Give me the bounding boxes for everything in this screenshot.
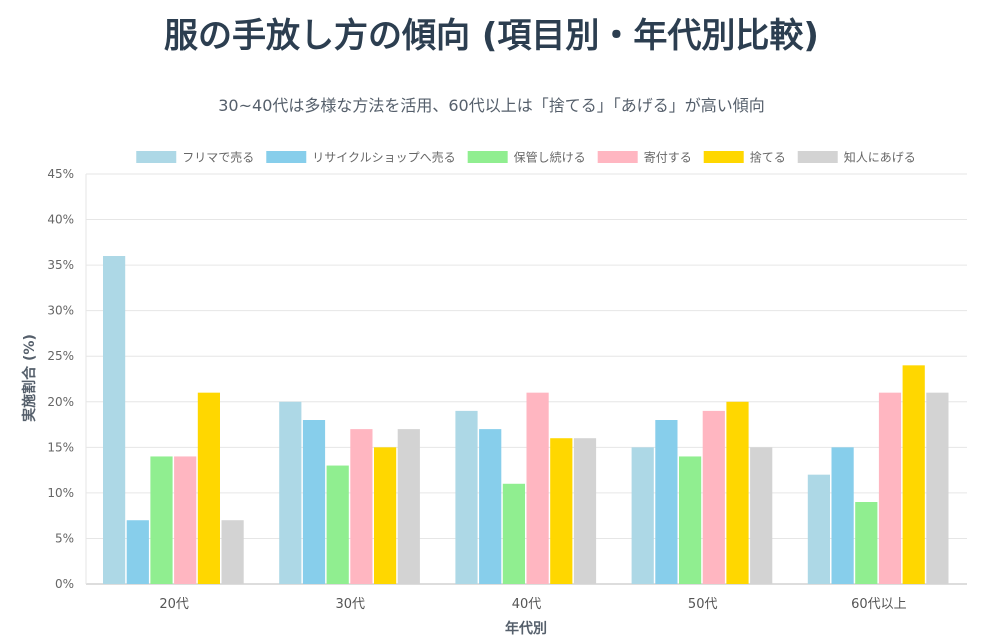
bar bbox=[631, 447, 654, 584]
bar bbox=[350, 429, 373, 584]
bar bbox=[526, 392, 549, 584]
bar bbox=[926, 392, 949, 584]
y-tick-label: 35% bbox=[47, 258, 74, 272]
bar bbox=[174, 456, 197, 584]
bar bbox=[103, 256, 126, 584]
bar bbox=[221, 520, 244, 584]
bar bbox=[455, 410, 478, 584]
y-tick-label: 45% bbox=[47, 167, 74, 181]
bar bbox=[655, 420, 678, 584]
x-tick-label: 20代 bbox=[159, 597, 189, 612]
y-tick-label: 20% bbox=[47, 395, 74, 409]
legend-label: 捨てる bbox=[750, 150, 786, 165]
legend-label: リサイクルショップへ売る bbox=[312, 150, 455, 165]
legend-swatch bbox=[797, 151, 838, 163]
bar bbox=[502, 483, 525, 584]
bar bbox=[573, 438, 597, 584]
bar bbox=[807, 474, 830, 584]
bar bbox=[197, 392, 220, 584]
bar bbox=[150, 456, 173, 584]
bar bbox=[279, 401, 302, 584]
bar bbox=[326, 465, 349, 584]
bar bbox=[374, 447, 397, 584]
y-tick-label: 25% bbox=[47, 349, 74, 363]
bar bbox=[902, 365, 925, 584]
bar bbox=[702, 410, 725, 584]
bar bbox=[679, 456, 702, 584]
legend-swatch bbox=[703, 151, 744, 163]
bar bbox=[126, 520, 149, 584]
legend-label: 保管し続ける bbox=[514, 150, 586, 165]
y-tick-label: 10% bbox=[47, 486, 74, 500]
legend-swatch bbox=[136, 151, 177, 163]
y-tick-label: 15% bbox=[47, 440, 74, 454]
legend-swatch bbox=[597, 151, 638, 163]
x-tick-label: 40代 bbox=[512, 597, 542, 612]
legend-swatch bbox=[467, 151, 508, 163]
legend-label: フリマで売る bbox=[182, 150, 254, 165]
x-axis-title: 年代別 bbox=[505, 620, 547, 637]
axes: 0% 5% 10% 15% 20% 25% 30% 35% 40% 45% 20代 30代 40代 50代… bbox=[47, 167, 906, 612]
bar bbox=[550, 438, 573, 584]
bar bbox=[726, 401, 749, 584]
legend-swatch bbox=[266, 151, 307, 163]
y-tick-label: 0% bbox=[55, 577, 74, 591]
bar bbox=[855, 502, 878, 584]
bars bbox=[103, 256, 949, 584]
bar bbox=[302, 420, 326, 584]
legend-label: 知人にあげる bbox=[844, 151, 916, 165]
chart-title: 服の手放し方の傾向 (項目別・年代別比較) bbox=[164, 16, 819, 56]
chart-subtitle: 30~40代は多様な方法を活用、60代以上は「捨てる」「あげる」が高い傾向 bbox=[218, 96, 765, 115]
x-tick-label: 30代 bbox=[336, 597, 366, 612]
y-tick-label: 5% bbox=[55, 531, 74, 545]
bar bbox=[479, 429, 502, 584]
x-tick-label: 60代以上 bbox=[851, 597, 907, 612]
y-axis-title: 実施割合 (%) bbox=[21, 334, 38, 422]
x-tick-label: 50代 bbox=[688, 597, 718, 612]
y-tick-label: 40% bbox=[47, 213, 74, 227]
bar bbox=[750, 447, 773, 584]
legend-label: 寄付する bbox=[644, 150, 692, 165]
bar bbox=[397, 429, 420, 584]
y-tick-label: 30% bbox=[47, 304, 74, 318]
legend: フリマで売る リサイクルショップへ売る 保管し続ける 寄付する 捨てる 知人にあげる bbox=[136, 150, 916, 165]
bar bbox=[878, 392, 902, 584]
bar bbox=[831, 447, 854, 584]
